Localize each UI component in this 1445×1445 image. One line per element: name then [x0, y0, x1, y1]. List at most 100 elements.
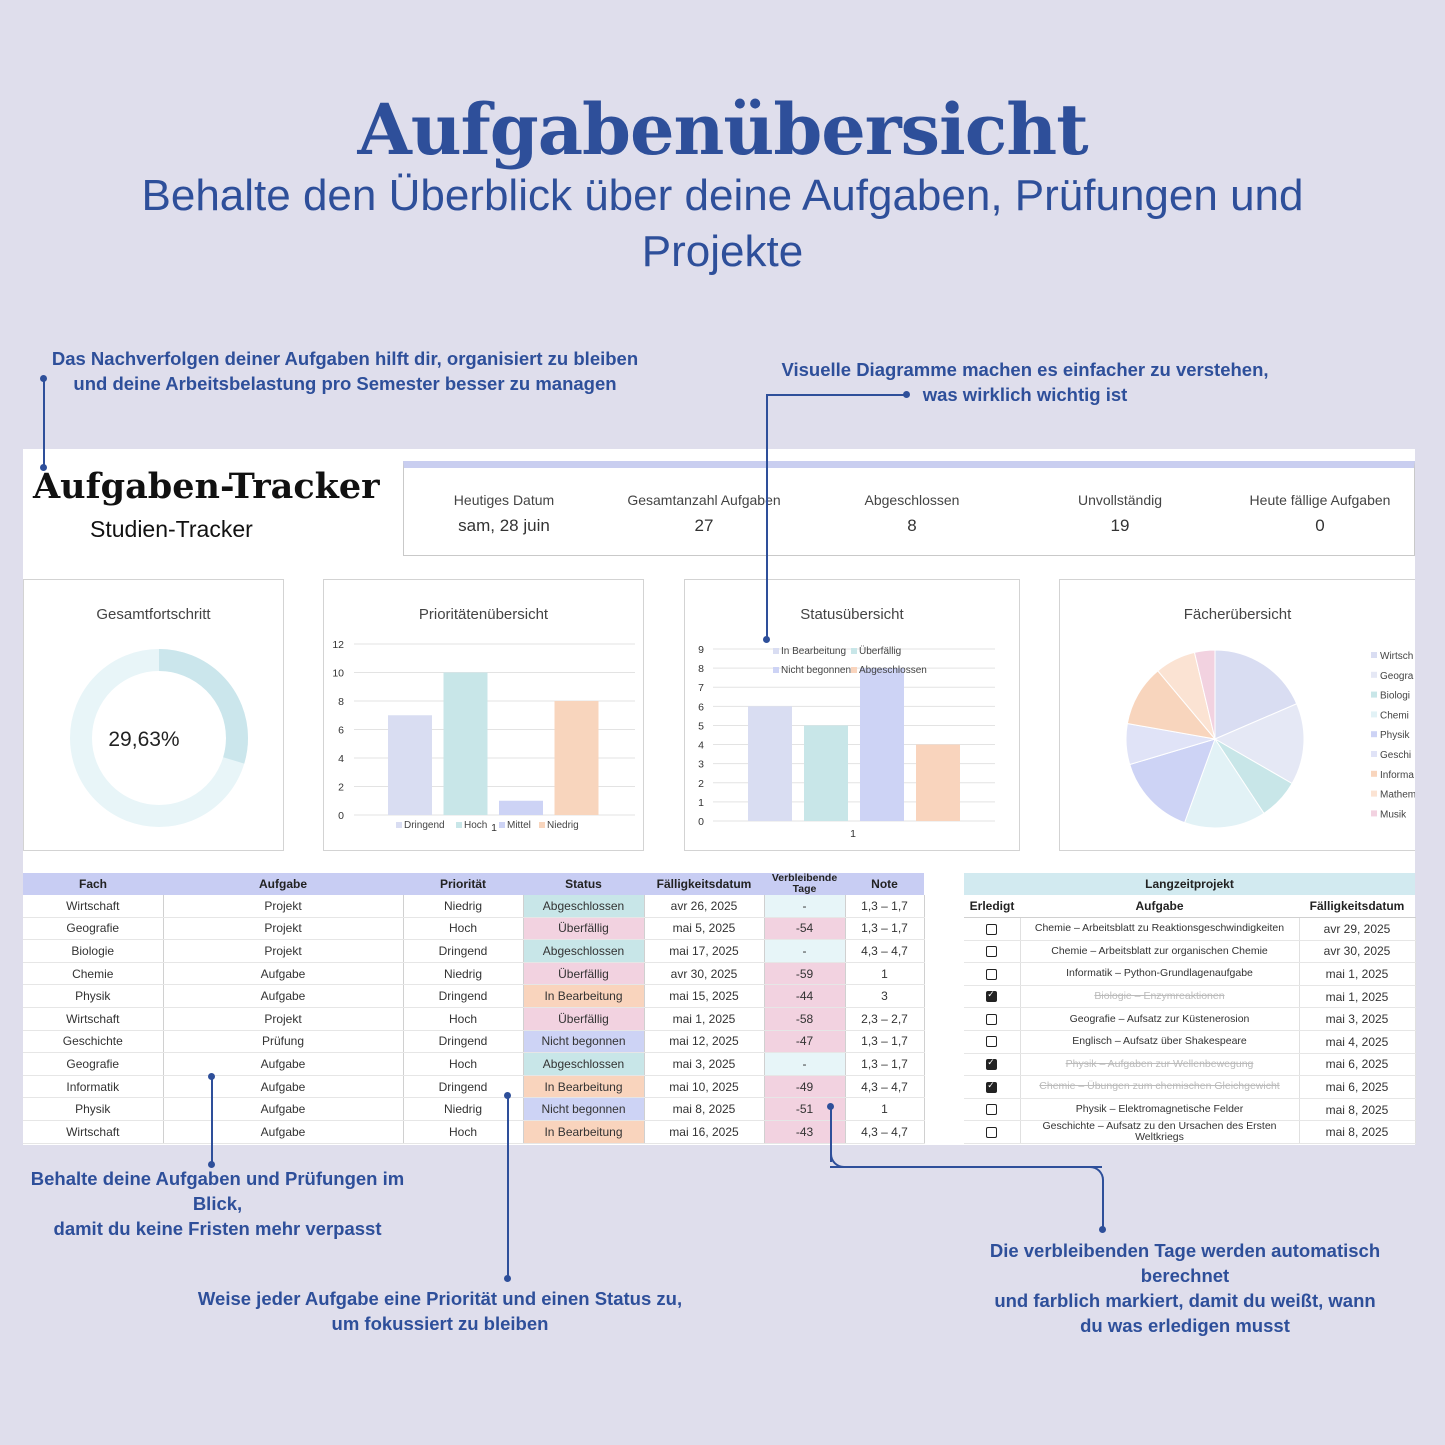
table-row[interactable]: Wirtschaft Projekt Niedrig Abgeschlossen avr…	[23, 895, 925, 918]
longterm-due-date[interactable]: avr 30, 2025	[1299, 940, 1416, 964]
list-item[interactable]: Geografie – Aufsatz zur Küstenerosion mai…	[964, 1007, 1416, 1031]
bar-dringend[interactable]	[388, 715, 432, 815]
bar-hoch[interactable]	[443, 672, 488, 816]
cell-subject[interactable]: Wirtschaft	[23, 895, 164, 918]
cell-task[interactable]: Prüfung	[163, 1030, 404, 1054]
longterm-due-date[interactable]: mai 8, 2025	[1299, 1098, 1416, 1122]
cell-due-date[interactable]: avr 30, 2025	[644, 962, 765, 986]
cell-grade[interactable]: 1,3 – 1,7	[845, 917, 925, 941]
table-row[interactable]: Chemie Aufgabe Niedrig Überfällig avr 30, 20…	[23, 962, 925, 986]
table-row[interactable]: Physik Aufgabe Niedrig Nicht begonnen mai 8,…	[23, 1097, 925, 1121]
cell-remaining-days[interactable]: -58	[764, 1007, 846, 1031]
cell-remaining-days[interactable]: -	[764, 1052, 846, 1076]
cell-subject[interactable]: Physik	[23, 1097, 164, 1121]
bar-nicht-begonnen[interactable]	[860, 668, 904, 821]
longterm-due-date[interactable]: mai 1, 2025	[1299, 962, 1416, 986]
cell-grade[interactable]: 1,3 – 1,7	[845, 1052, 925, 1076]
cell-due-date[interactable]: mai 15, 2025	[644, 984, 765, 1008]
cell-subject[interactable]: Wirtschaft	[23, 1007, 164, 1031]
cell-status[interactable]: In Bearbeitung	[523, 984, 645, 1008]
cell-status[interactable]: Überfällig	[523, 1007, 645, 1031]
cell-subject[interactable]: Geografie	[23, 1052, 164, 1076]
longterm-task[interactable]: Informatik – Python-Grundlagenaufgabe	[1020, 962, 1300, 986]
cell-priority[interactable]: Niedrig	[403, 1097, 524, 1121]
cell-remaining-days[interactable]: -44	[764, 984, 846, 1008]
pie-slice[interactable]	[1193, 649, 1216, 740]
cell-task[interactable]: Aufgabe	[163, 1075, 404, 1099]
done-cell[interactable]	[964, 917, 1021, 941]
longterm-due-date[interactable]: mai 3, 2025	[1299, 1007, 1416, 1031]
bar-mittel[interactable]	[499, 800, 543, 815]
cell-priority[interactable]: Hoch	[403, 917, 524, 941]
cell-status[interactable]: Abgeschlossen	[523, 895, 645, 918]
list-item[interactable]: Chemie – Übungen zum chemischen Gleichge…	[964, 1075, 1416, 1099]
list-item[interactable]: Informatik – Python-Grundlagenaufgabe mai…	[964, 962, 1416, 986]
cell-priority[interactable]: Hoch	[403, 1052, 524, 1076]
cell-priority[interactable]: Hoch	[403, 1007, 524, 1031]
col-header-task[interactable]: Aufgabe	[163, 873, 403, 895]
table-row[interactable]: Geografie Projekt Hoch Überfällig mai 5, 202…	[23, 917, 925, 941]
done-checkbox[interactable]	[986, 1013, 998, 1025]
cell-grade[interactable]: 1	[845, 962, 925, 986]
col-header-remaining-days[interactable]: Verbleibende Tage	[764, 873, 845, 895]
cell-subject[interactable]: Informatik	[23, 1075, 164, 1099]
pie-slice[interactable]	[1213, 703, 1305, 785]
list-item[interactable]: Physik – Aufgaben zur Wellenbewegungmai …	[964, 1053, 1416, 1077]
done-cell[interactable]	[964, 985, 1021, 1009]
longterm-due-date[interactable]: mai 6, 2025	[1299, 1075, 1416, 1099]
longterm-task[interactable]: Biologie – Enzymreaktionen	[1020, 985, 1300, 1009]
done-checkbox[interactable]	[986, 1080, 998, 1093]
longterm-due-date[interactable]: mai 1, 2025	[1299, 985, 1416, 1009]
done-checkbox[interactable]	[986, 1057, 998, 1071]
bar-abgeschlossen[interactable]	[916, 744, 960, 821]
col-header-lt-due[interactable]: Fälligkeitsdatum	[1299, 895, 1415, 918]
cell-priority[interactable]: Dringend	[403, 984, 524, 1008]
cell-grade[interactable]: 1,3 – 1,7	[845, 1030, 925, 1054]
done-cell[interactable]	[964, 1098, 1021, 1122]
col-header-lt-task[interactable]: Aufgabe	[1020, 895, 1299, 918]
col-header-grade[interactable]: Note	[845, 873, 924, 895]
cell-subject[interactable]: Geografie	[23, 917, 164, 941]
longterm-task[interactable]: Chemie – Arbeitsblatt zur organischen Ch…	[1020, 940, 1300, 964]
cell-status[interactable]: Nicht begonnen	[523, 1097, 645, 1121]
pie-slice[interactable]	[1214, 649, 1298, 740]
cell-due-date[interactable]: mai 8, 2025	[644, 1097, 765, 1121]
done-cell[interactable]	[964, 962, 1021, 986]
longterm-task[interactable]: Chemie – Übungen zum chemischen Gleichge…	[1020, 1075, 1300, 1099]
cell-priority[interactable]: Niedrig	[403, 895, 524, 918]
table-row[interactable]: Wirtschaft Aufgabe Hoch In Bearbeitung mai 1…	[23, 1120, 925, 1144]
cell-task[interactable]: Aufgabe	[163, 1052, 404, 1076]
cell-task[interactable]: Aufgabe	[163, 962, 404, 986]
cell-remaining-days[interactable]: -54	[764, 917, 846, 941]
pie-slice[interactable]	[1129, 738, 1216, 824]
cell-task[interactable]: Projekt	[163, 895, 404, 918]
cell-status[interactable]: Abgeschlossen	[523, 939, 645, 963]
cell-subject[interactable]: Wirtschaft	[23, 1120, 164, 1144]
longterm-task[interactable]: Physik – Elektromagnetische Felder	[1020, 1098, 1300, 1122]
done-cell[interactable]	[964, 1053, 1021, 1077]
done-checkbox[interactable]	[986, 1127, 998, 1139]
cell-grade[interactable]: 1	[845, 1097, 925, 1121]
cell-due-date[interactable]: mai 10, 2025	[644, 1075, 765, 1099]
done-checkbox[interactable]	[986, 1036, 998, 1048]
longterm-task[interactable]: Englisch – Aufsatz über Shakespeare	[1020, 1030, 1300, 1054]
cell-grade[interactable]: 2,3 – 2,7	[845, 1007, 925, 1031]
cell-task[interactable]: Projekt	[163, 939, 404, 963]
col-header-subject[interactable]: Fach	[23, 873, 163, 895]
cell-task[interactable]: Aufgabe	[163, 1097, 404, 1121]
longterm-task[interactable]: Chemie – Arbeitsblatt zu Reaktionsgeschw…	[1020, 917, 1300, 941]
bar-niedrig[interactable]	[554, 701, 599, 815]
done-checkbox[interactable]	[986, 923, 998, 935]
bar-in-bearbeitung[interactable]	[748, 706, 792, 821]
table-row[interactable]: Geografie Aufgabe Hoch Abgeschlossen mai 3, …	[23, 1052, 925, 1076]
cell-remaining-days[interactable]: -	[764, 939, 846, 963]
cell-task[interactable]: Aufgabe	[163, 1120, 404, 1144]
list-item[interactable]: Physik – Elektromagnetische Felder mai 8,…	[964, 1098, 1416, 1122]
done-cell[interactable]	[964, 1075, 1021, 1099]
cell-status[interactable]: In Bearbeitung	[523, 1075, 645, 1099]
longterm-due-date[interactable]: mai 8, 2025	[1299, 1120, 1416, 1145]
longterm-due-date[interactable]: mai 4, 2025	[1299, 1030, 1416, 1054]
cell-due-date[interactable]: mai 3, 2025	[644, 1052, 765, 1076]
cell-remaining-days[interactable]: -49	[764, 1075, 846, 1099]
cell-remaining-days[interactable]: -43	[764, 1120, 846, 1144]
